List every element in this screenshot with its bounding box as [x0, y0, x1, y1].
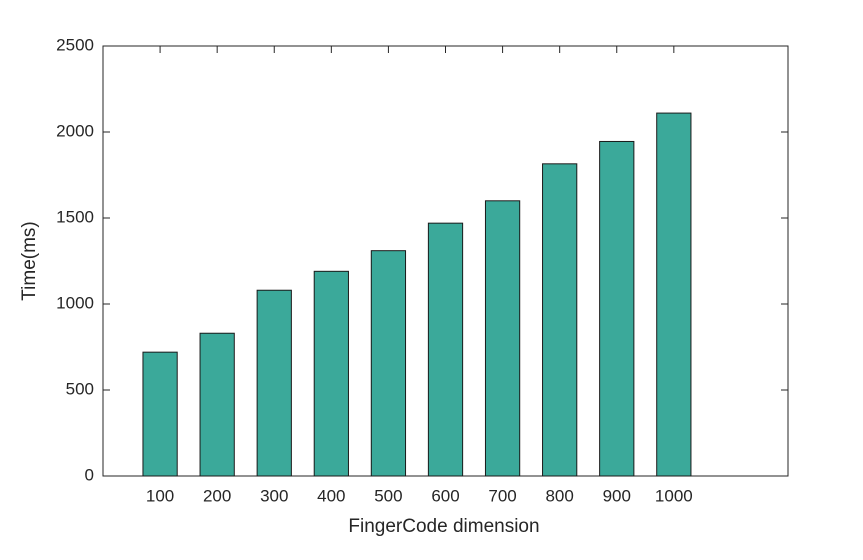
x-tick-label: 200 — [203, 486, 231, 505]
bar — [370, 250, 407, 477]
x-tick-label: 400 — [317, 486, 345, 505]
y-tick-label: 1500 — [56, 207, 94, 226]
bar — [599, 140, 635, 477]
bar — [313, 270, 349, 477]
y-tick-label: 0 — [85, 465, 94, 484]
bar — [484, 200, 521, 477]
x-tick-label: 500 — [374, 486, 402, 505]
y-tick-label: 2500 — [56, 35, 94, 54]
bar — [199, 332, 235, 477]
bar — [256, 289, 292, 477]
x-tick-label: 800 — [545, 486, 573, 505]
x-tick-label: 600 — [431, 486, 459, 505]
x-tick-label: 700 — [488, 486, 516, 505]
y-tick-label: 500 — [66, 379, 94, 398]
y-tick-label: 1000 — [56, 293, 94, 312]
x-tick-label: 900 — [603, 486, 631, 505]
bar — [142, 351, 178, 477]
y-tick-label: 2000 — [56, 121, 94, 140]
bar — [542, 163, 578, 477]
x-axis-label: FingerCode dimension — [348, 516, 539, 537]
x-tick-label: 1000 — [655, 486, 693, 505]
bar — [656, 112, 692, 477]
x-tick-label: 300 — [260, 486, 288, 505]
x-tick-label: 100 — [146, 486, 174, 505]
y-axis-label: Time(ms) — [19, 221, 40, 301]
bar — [427, 222, 464, 477]
